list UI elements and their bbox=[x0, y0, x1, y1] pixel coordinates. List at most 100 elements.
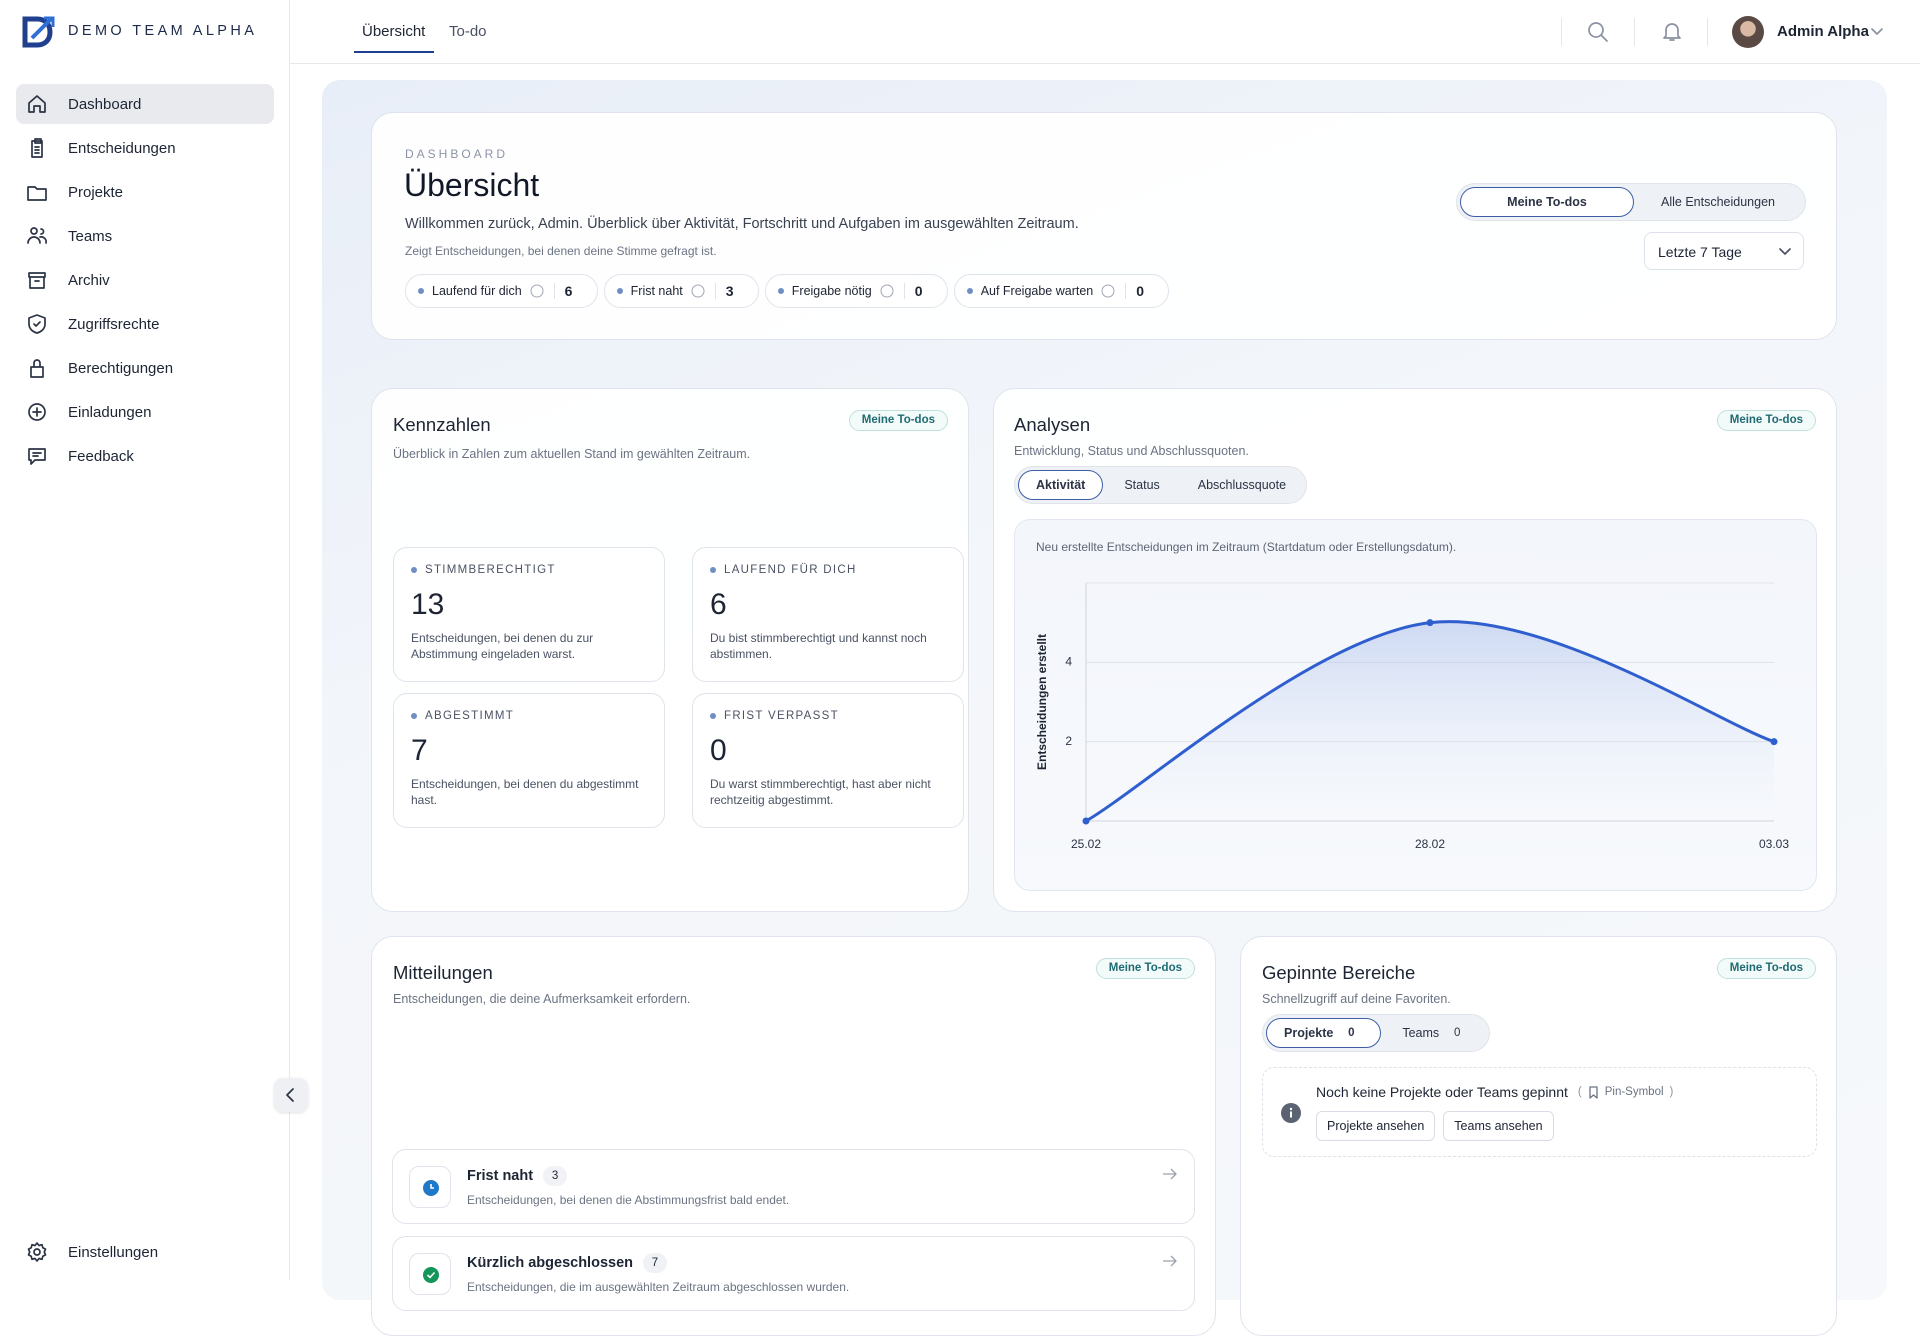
card-title: Gepinnte Bereiche bbox=[1262, 962, 1416, 983]
user-name[interactable]: Admin Alpha bbox=[1777, 23, 1869, 40]
hint: Pin-Symbol bbox=[1604, 1086, 1664, 1098]
nav-item[interactable]: Einladungen bbox=[16, 392, 274, 432]
tab[interactable]: Abschlussquote bbox=[1197, 478, 1287, 492]
range-select[interactable]: Letzte 7 Tage bbox=[1644, 232, 1804, 270]
range-label: Letzte 7 Tage bbox=[1658, 244, 1742, 260]
kpi-card: LAUFEND FÜR DICH 6 Du bist stimmberechtigt… bbox=[692, 547, 964, 682]
kpi-card: ABGESTIMMT 7 Entscheidungen, bei denen du … bbox=[393, 693, 665, 828]
nav-label: Berechtigungen bbox=[68, 359, 174, 377]
tab[interactable]: To-do bbox=[449, 23, 487, 40]
pill-count: 3 bbox=[725, 283, 734, 299]
kpi-card: STIMMBERECHTIGT 13 Entscheidungen, bei den… bbox=[393, 547, 665, 682]
icon-circle bbox=[423, 1267, 439, 1283]
user-chevron[interactable] bbox=[1870, 26, 1884, 38]
nav-icon bbox=[27, 186, 47, 201]
icon-path bbox=[28, 403, 46, 421]
body: DEMO TEAM ALPHA Dashboard Entscheidungen P… bbox=[16, 0, 1920, 1336]
tab[interactable]: Status bbox=[1124, 478, 1160, 492]
status-pills: Laufend für dich 6 Frist naht 3 Freigabe nöt… bbox=[405, 274, 1175, 308]
nav-item[interactable]: Dashboard bbox=[16, 84, 274, 124]
nav-item[interactable]: Projekte bbox=[16, 172, 274, 212]
tab[interactable]: Aktivität bbox=[1018, 470, 1104, 500]
chart-subtitle: Neu erstellte Entscheidungen im Zeitraum… bbox=[1036, 540, 1456, 554]
analysen-card: Analysen Meine To-dos Entwicklung, Statu… bbox=[993, 388, 1837, 912]
nav-icon bbox=[28, 448, 46, 465]
point bbox=[1770, 738, 1778, 746]
card-subtitle: Entscheidungen, die deine Aufmerksamkeit… bbox=[393, 992, 691, 1006]
card-subtitle: Entwicklung, Status und Abschlussquoten. bbox=[1014, 444, 1249, 458]
badge: Meine To-dos bbox=[1716, 410, 1816, 431]
nav-item[interactable]: Berechtigungen bbox=[16, 348, 274, 388]
item-icon bbox=[409, 1253, 451, 1295]
welcome: Willkommen zurück, Admin. Überblick über… bbox=[405, 216, 1079, 232]
info-icon bbox=[1281, 1103, 1301, 1123]
arrow-icon[interactable] bbox=[1162, 1255, 1178, 1267]
nav-icon bbox=[31, 138, 43, 158]
dot bbox=[710, 713, 716, 719]
nav-item[interactable]: Teams bbox=[16, 216, 274, 256]
bell-icon[interactable] bbox=[1660, 19, 1684, 43]
dot bbox=[777, 288, 784, 294]
nav-item[interactable]: Entscheidungen bbox=[16, 128, 274, 168]
divider bbox=[1707, 18, 1708, 46]
notification-item[interactable]: Kürzlich abgeschlossen 7 Entscheidungen, d… bbox=[392, 1236, 1195, 1311]
toggle-option[interactable]: Meine To-dos bbox=[1460, 187, 1634, 217]
hint-open: ( bbox=[1577, 1086, 1582, 1098]
icon-stroke bbox=[430, 1184, 434, 1189]
note: Zeigt Entscheidungen, bei denen deine St… bbox=[405, 244, 717, 258]
button[interactable]: Teams ansehen bbox=[1443, 1111, 1554, 1141]
kpi-label: STIMMBERECHTIGT bbox=[425, 564, 556, 576]
pill-count: 6 bbox=[564, 283, 573, 299]
tab[interactable]: Projekte 0 bbox=[1266, 1018, 1382, 1048]
logo[interactable] bbox=[22, 16, 56, 48]
empty-actions: Projekte ansehen Teams ansehen bbox=[1316, 1111, 1554, 1141]
settings-link[interactable]: Einstellungen bbox=[16, 1232, 274, 1272]
icon-path bbox=[28, 314, 46, 334]
tab-label: Projekte bbox=[1284, 1026, 1334, 1040]
nav-item[interactable]: Feedback bbox=[16, 436, 274, 476]
avatar[interactable] bbox=[1732, 16, 1764, 48]
kpi-text: Du bist stimmberechtigt und kannst noch … bbox=[710, 631, 927, 661]
kpi-label-row: FRIST VERPASST bbox=[710, 710, 839, 722]
icon-circle bbox=[691, 284, 705, 298]
notification-item[interactable]: Frist naht 3 Entscheidungen, bei denen die… bbox=[392, 1149, 1195, 1224]
nav-label: Zugriffsrechte bbox=[68, 315, 160, 333]
button[interactable]: Projekte ansehen bbox=[1316, 1111, 1436, 1141]
nav-icon bbox=[28, 314, 46, 334]
empty-text-row: Noch keine Projekte oder Teams gepinnt (… bbox=[1316, 1084, 1673, 1100]
pill-count: 0 bbox=[914, 283, 923, 299]
status-pill[interactable]: Laufend für dich 6 bbox=[405, 274, 598, 308]
nav-item[interactable]: Archiv bbox=[16, 260, 274, 300]
status-pill[interactable]: Freigabe nötig 0 bbox=[764, 274, 948, 308]
toggle-option[interactable]: Alle Entscheidungen bbox=[1661, 195, 1775, 209]
badge: Meine To-dos bbox=[1716, 958, 1816, 979]
tab[interactable]: Teams 0 bbox=[1385, 1018, 1486, 1048]
nav-label: Archiv bbox=[68, 271, 110, 289]
page: Dashboard { "brand": "DEMO TEAM ALPHA", … bbox=[16, 0, 1920, 1336]
arrow-path bbox=[1163, 1168, 1177, 1180]
search-icon[interactable] bbox=[1586, 20, 1610, 44]
brand: DEMO TEAM ALPHA bbox=[68, 23, 258, 39]
settings-icon bbox=[27, 1242, 47, 1262]
item-title: Kürzlich abgeschlossen bbox=[467, 1255, 633, 1271]
divider bbox=[1634, 18, 1635, 46]
kpi-label-row: ABGESTIMMT bbox=[411, 710, 514, 722]
gepinnt-card: Gepinnte Bereiche Meine To-dos Schnellzu… bbox=[1240, 936, 1837, 1336]
nav-item[interactable]: Zugriffsrechte bbox=[16, 304, 274, 344]
nav-label: Feedback bbox=[68, 447, 134, 465]
collapse-button[interactable] bbox=[274, 1078, 308, 1112]
status-pill[interactable]: Auf Freigabe warten 0 bbox=[953, 274, 1170, 308]
kpi-text: Du warst stimmberechtigt, hast aber nich… bbox=[710, 777, 931, 807]
y-axis-label: Entscheidungen erstellt bbox=[1035, 634, 1049, 770]
nav-icon bbox=[27, 227, 47, 244]
nav-label: Projekte bbox=[68, 183, 124, 201]
arrow-icon[interactable] bbox=[1162, 1168, 1178, 1180]
card-title: Mitteilungen bbox=[393, 962, 493, 983]
item-count: 7 bbox=[643, 1253, 667, 1273]
status-pill[interactable]: Frist naht 3 bbox=[603, 274, 759, 308]
dot bbox=[411, 713, 417, 719]
tab-active[interactable]: Übersicht bbox=[362, 23, 426, 40]
kpi-value: 7 bbox=[411, 734, 428, 767]
kpi-text: Entscheidungen, bei denen du abgestimmt … bbox=[411, 777, 639, 807]
x-tick-label: 25.02 bbox=[1071, 837, 1101, 851]
